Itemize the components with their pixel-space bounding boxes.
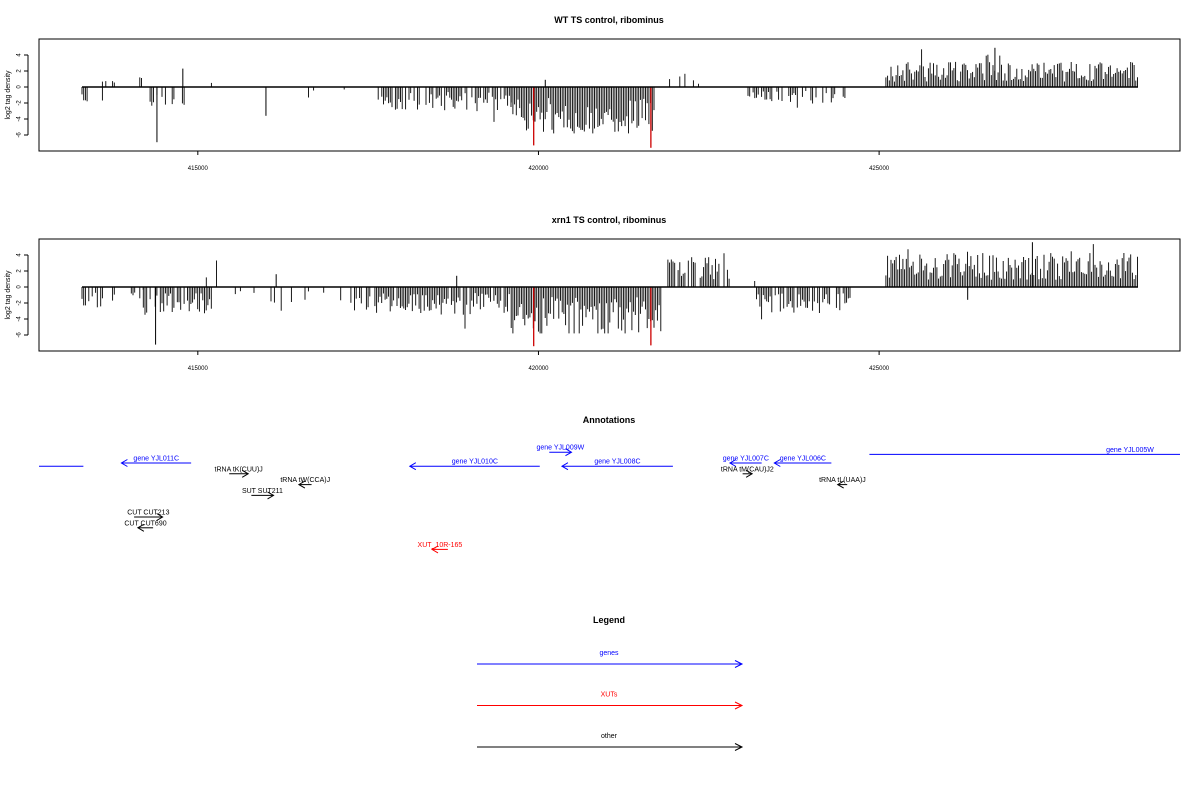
y-axis-label: log2 tag density [5, 270, 12, 320]
annotation-label: CUT CUT690 [124, 520, 166, 527]
legend-entry: genes [477, 650, 744, 668]
annotation-feature: gene YJL005W [869, 447, 1180, 455]
arrow-head [836, 480, 844, 489]
annotation-label: tRNA tM(CAU)J2 [721, 466, 774, 473]
annotation-feature: gene YJL007C [723, 456, 769, 467]
arrow-head [560, 462, 569, 471]
annotation-feature: CUT CUT213 [127, 510, 170, 521]
plot-frame [38, 38, 1181, 152]
annotation-label: gene YJL009W [536, 445, 584, 452]
plot-frame [38, 238, 1181, 352]
arrow-head [297, 480, 306, 489]
x-tick-label: 415000 [188, 366, 209, 372]
arrow-head [431, 545, 439, 554]
legend-label: other [601, 733, 618, 740]
arrow-head [408, 462, 417, 471]
arrow-head [745, 469, 754, 478]
y-tick-label: 2 [17, 269, 23, 273]
annotation-label: gene YJL006C [780, 456, 826, 463]
annotation-label: XUT_10R-165 [418, 542, 463, 549]
annotation-label: CUT CUT213 [127, 510, 169, 517]
x-axis: 415000 420000 425000 [188, 151, 890, 172]
annotation-feature: XUT_10R-165 [418, 542, 463, 554]
annotation-feature: tRNA tK(CUU)J [215, 466, 263, 478]
y-tick-label: -2 [17, 100, 23, 106]
annotation-label: gene YJL010C [452, 459, 498, 466]
y-axis: -6 -4 -2 0 2 4 [17, 253, 29, 338]
arrow-head [734, 660, 744, 668]
y-tick-label: -6 [17, 332, 23, 338]
legend-label: genes [599, 650, 619, 657]
x-tick-label: 425000 [869, 166, 890, 172]
legend-label: XUTs [601, 692, 618, 699]
annotation-feature: gene YJL006C [773, 456, 832, 467]
x-tick-label: 425000 [869, 366, 890, 372]
annotation-feature: gene YJL009W [536, 445, 585, 457]
x-tick-label: 420000 [528, 166, 549, 172]
panel-title: WT TS control, ribominus [554, 15, 664, 25]
y-axis-label: log2 tag density [5, 70, 12, 120]
arrow-head [156, 513, 164, 521]
arrow-head [565, 448, 573, 457]
y-tick-label: 4 [17, 53, 23, 57]
annotation-feature: gene YJL008C [560, 459, 673, 471]
annotation-feature: gene YJL010C [408, 459, 540, 471]
y-tick-label: 4 [17, 253, 23, 257]
annotation-label: SUT SUT211 [242, 488, 283, 495]
y-tick-label: -6 [17, 132, 23, 138]
legend-title: Legend [593, 615, 625, 625]
y-tick-label: -2 [17, 300, 23, 306]
legend-entry: XUTs [477, 692, 744, 710]
arrow-head [267, 491, 275, 500]
y-axis: -6 -4 -2 0 2 4 [17, 53, 29, 138]
annotations-track: Annotations gene YJL011C tRNA tK(CUU)J tRN… [39, 415, 1180, 554]
annotation-label: tRNA tL(UAA)J [819, 477, 866, 484]
x-axis: 415000 420000 425000 [188, 351, 890, 372]
x-tick-label: 415000 [188, 166, 209, 172]
annotation-label: gene YJL011C [133, 456, 179, 463]
y-tick-label: -4 [17, 116, 23, 122]
annotation-feature: SUT SUT211 [242, 488, 283, 500]
annotation-label: tRNA tW(CCA)J [280, 477, 330, 484]
arrow-head [241, 469, 250, 478]
legend-entry: other [477, 733, 744, 751]
arrow-head [136, 523, 145, 532]
y-tick-label: 2 [17, 69, 23, 73]
arrow-head [734, 701, 744, 710]
annotation-feature: tRNA tL(UAA)J [819, 477, 866, 489]
annotation-label: gene YJL008C [594, 459, 640, 466]
xrn1-density-panel: xrn1 TS control, ribominus log2 tag dens… [5, 215, 1181, 372]
annotation-feature: tRNA tW(CCA)J [280, 477, 330, 489]
annotation-feature: gene YJL011C [120, 456, 192, 467]
y-tick-label: 0 [17, 85, 23, 89]
annotation-label: gene YJL005W [1106, 447, 1154, 454]
panel-title: xrn1 TS control, ribominus [552, 215, 667, 225]
annotations-title: Annotations [583, 415, 636, 425]
arrow-head [734, 743, 744, 751]
density-bars [81, 47, 1138, 148]
wt-density-panel: WT TS control, ribominus log2 tag densit… [5, 15, 1181, 172]
arrow-head [773, 459, 781, 467]
annotation-label: gene YJL007C [723, 456, 769, 463]
y-tick-label: 0 [17, 285, 23, 289]
legend-items: genes XUTs other [477, 650, 744, 751]
arrow-head [728, 459, 737, 467]
annotation-items: gene YJL011C tRNA tK(CUU)J tRNA tW(CCA)J SU… [39, 445, 1180, 554]
arrow-head [120, 459, 128, 467]
annotation-feature: tRNA tM(CAU)J2 [721, 466, 774, 478]
annotation-feature: CUT CUT690 [124, 520, 167, 532]
x-tick-label: 420000 [528, 366, 549, 372]
legend: Legend genes XUTs other [477, 615, 744, 751]
y-tick-label: -4 [17, 316, 23, 322]
density-bars [81, 242, 1138, 347]
annotation-label: tRNA tK(CUU)J [215, 466, 263, 473]
